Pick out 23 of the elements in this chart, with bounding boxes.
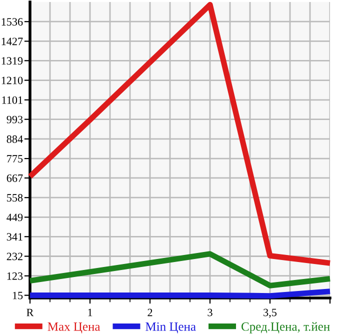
y-tick-label: 341 — [6, 233, 22, 241]
y-tick-label: 667 — [6, 174, 23, 182]
x-tick-label: 3 — [208, 308, 212, 316]
y-tick-label: 449 — [6, 214, 23, 222]
x-tick-label: R — [26, 308, 34, 316]
y-tick-label: 1210 — [2, 76, 23, 84]
y-tick-label: 1536 — [2, 18, 23, 26]
legend-label: Сред.Цена, т.йен — [242, 322, 330, 334]
y-tick-label: 993 — [6, 116, 23, 124]
y-tick-label: 123 — [7, 272, 23, 280]
x-tick-label: 2 — [148, 308, 152, 316]
y-tick-label: 1427 — [2, 38, 23, 46]
legend-label: Max Цена — [48, 322, 100, 334]
y-tick-label: 15 — [12, 292, 23, 300]
legend-label: Min Цена — [146, 322, 196, 334]
x-tick-label: 1 — [88, 308, 92, 316]
y-tick-label: 558 — [7, 194, 23, 202]
y-tick-label: 232 — [6, 252, 22, 260]
y-tick-label: 775 — [7, 155, 23, 163]
y-tick-label: 1319 — [2, 57, 23, 65]
y-tick-label: 884 — [6, 135, 23, 143]
x-tick-label: 3,5 — [264, 308, 277, 318]
y-tick-label: 1101 — [2, 96, 22, 104]
